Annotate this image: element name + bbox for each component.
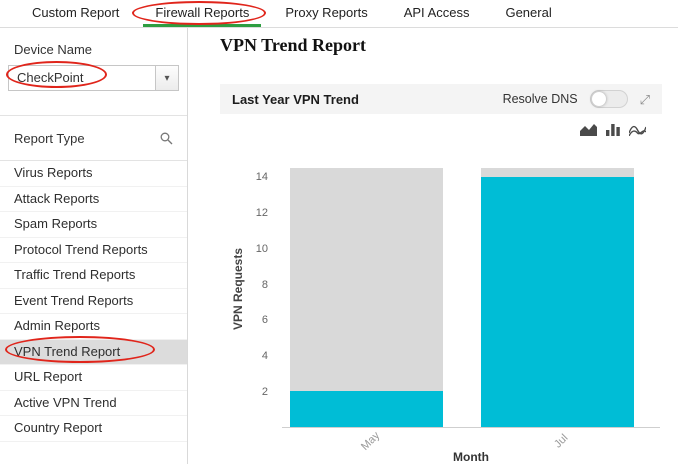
report-type-label: Report Type [14,130,85,146]
resolve-dns-label: Resolve DNS [502,92,578,106]
bar-group-may [290,168,443,427]
sidebar-item-virus-reports[interactable]: Virus Reports [0,161,187,187]
y-tick-label: 8 [261,278,268,291]
x-axis-title: Month [453,450,489,464]
report-type-header: Report Type [0,115,187,161]
sidebar-item-active-vpn-trend[interactable]: Active VPN Trend [0,391,187,416]
y-tick-label: 14 [255,170,268,183]
y-axis: 2 4 6 8 10 12 14 [220,168,274,428]
chevron-down-icon[interactable]: ▾ [155,66,178,90]
expand-icon[interactable]: ⤢ [639,91,650,107]
top-tab-bar: Custom Report Firewall Reports Proxy Repor… [0,0,678,28]
sidebar-item-protocol-trend-reports[interactable]: Protocol Trend Reports [0,238,187,263]
plot-area [282,168,660,428]
y-tick-label: 2 [261,386,268,399]
tab-custom-report[interactable]: Custom Report [32,4,120,20]
spline-chart-icon[interactable] [629,124,646,136]
y-tick-label: 12 [255,206,268,219]
y-tick-label: 4 [261,350,268,363]
area-chart-icon[interactable] [580,124,597,136]
y-tick-label: 6 [261,314,268,327]
search-icon[interactable] [160,132,173,145]
tab-proxy-reports[interactable]: Proxy Reports [285,4,368,20]
device-name-label: Device Name [14,42,93,57]
sidebar-item-admin-reports[interactable]: Admin Reports [0,314,187,340]
tab-firewall-reports[interactable]: Firewall Reports [143,0,262,27]
sidebar-item-traffic-trend-reports[interactable]: Traffic Trend Reports [0,263,187,289]
bar-group-jul [481,168,634,427]
main-content: VPN Trend Report Last Year VPN Trend Res… [189,28,678,464]
column-chart-icon[interactable] [606,124,620,136]
panel-title: Last Year VPN Trend [232,91,359,107]
page-title: VPN Trend Report [220,35,366,55]
sidebar-item-spam-reports[interactable]: Spam Reports [0,212,187,238]
resolve-dns-toggle[interactable] [589,90,628,108]
bar-vpn-requests-jul [481,176,634,427]
device-select-value: CheckPoint [17,70,84,85]
sidebar-item-attack-reports[interactable]: Attack Reports [0,187,187,212]
x-tick-label-may: May [359,429,383,453]
sidebar-item-vpn-trend-report[interactable]: VPN Trend Report [0,339,187,365]
sidebar-item-event-trend-reports[interactable]: Event Trend Reports [0,289,187,314]
vpn-trend-chart: VPN Requests 2 4 6 8 10 12 14 May Jul Month [220,140,662,464]
sidebar: Device Name CheckPoint ▾ Report Type Vir… [0,28,188,464]
y-tick-label: 10 [255,242,268,255]
panel-header: Last Year VPN Trend Resolve DNS ⤢ [220,84,662,114]
device-select[interactable]: CheckPoint ▾ [8,65,179,91]
tab-api-access[interactable]: API Access [403,4,470,20]
report-type-list: Virus Reports Attack Reports Spam Reports P… [0,161,187,442]
bar-range-background-may [290,168,443,427]
toggle-knob [591,92,606,106]
bar-vpn-requests-may [290,391,443,427]
tab-general[interactable]: General [505,4,552,20]
x-tick-label-jul: Jul [552,432,571,451]
x-axis: May Jul [282,428,660,453]
chart-type-switcher [580,124,646,136]
sidebar-item-country-report[interactable]: Country Report [0,416,187,442]
sidebar-item-url-report[interactable]: URL Report [0,365,187,391]
